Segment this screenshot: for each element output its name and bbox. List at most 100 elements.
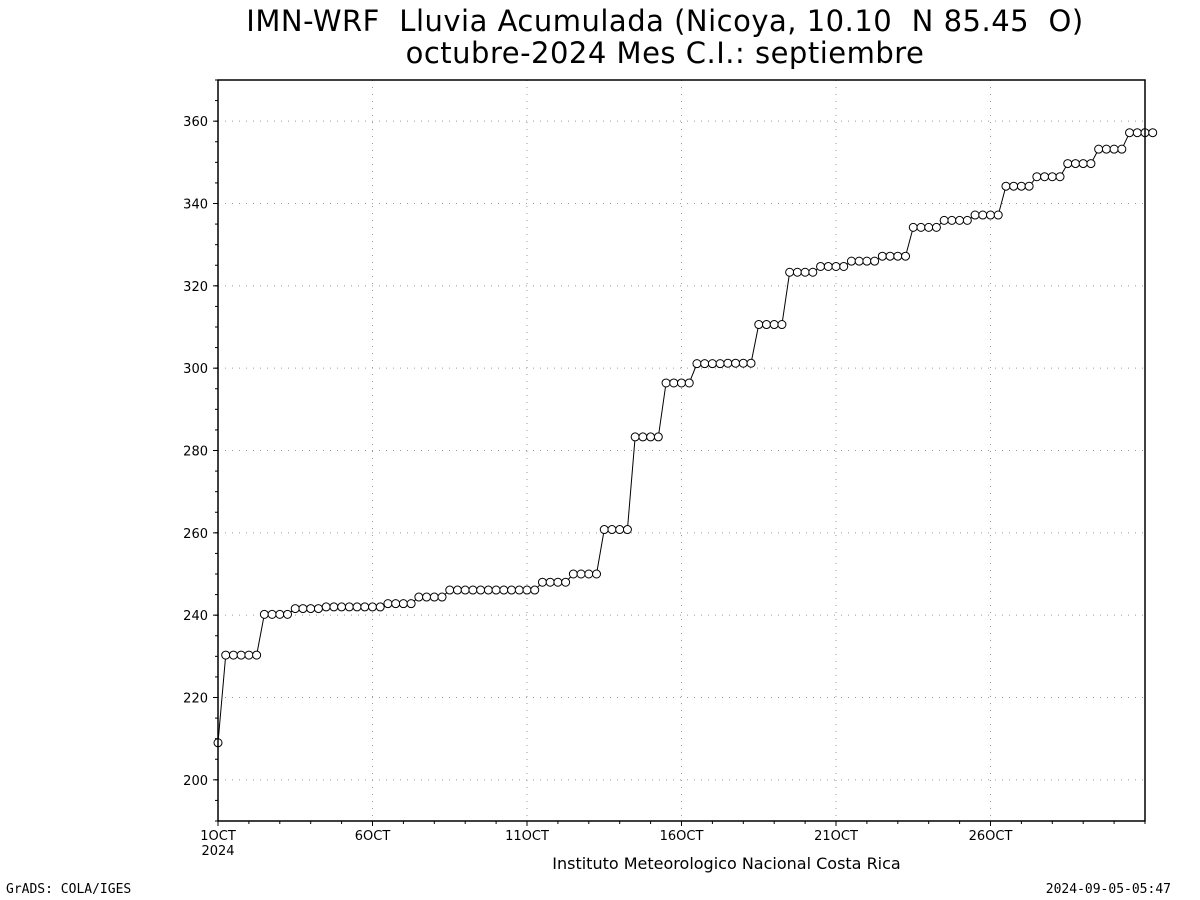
data-point xyxy=(924,222,934,232)
data-point xyxy=(329,602,339,612)
data-point xyxy=(599,525,609,535)
series-line xyxy=(217,132,1153,743)
data-point xyxy=(537,577,547,587)
data-point xyxy=(630,432,640,442)
y-tick-label: 300 xyxy=(183,362,208,377)
data-point xyxy=(414,592,424,602)
x-tick-label: 6OCT xyxy=(355,829,391,844)
data-point xyxy=(816,261,826,271)
data-point xyxy=(846,256,856,266)
data-point xyxy=(638,432,648,442)
data-point xyxy=(398,599,408,609)
data-point xyxy=(275,609,285,619)
x-axis-label: Instituto Meteorologico Nacional Costa R… xyxy=(552,854,900,873)
y-tick-label: 220 xyxy=(183,692,208,707)
data-point xyxy=(986,210,995,220)
data-point xyxy=(1047,172,1057,182)
data-point xyxy=(908,222,918,232)
data-point xyxy=(916,222,926,232)
data-point xyxy=(993,210,1003,220)
data-point xyxy=(761,320,771,330)
data-point xyxy=(839,261,849,271)
data-point xyxy=(622,525,632,535)
data-point xyxy=(746,358,756,368)
data-point xyxy=(290,604,300,614)
data-point xyxy=(1016,181,1026,191)
data-point xyxy=(476,585,486,595)
data-point xyxy=(568,569,578,579)
data-point xyxy=(491,585,501,595)
data-point xyxy=(321,602,331,612)
data-point xyxy=(344,602,354,612)
data-point xyxy=(885,251,895,261)
data-point xyxy=(437,592,447,602)
data-point xyxy=(939,215,949,225)
data-point xyxy=(313,604,323,614)
data-point xyxy=(368,602,377,612)
y-tick-label: 240 xyxy=(183,609,208,624)
data-point xyxy=(978,210,988,220)
data-point xyxy=(615,525,625,535)
data-point xyxy=(677,378,686,388)
data-point xyxy=(723,358,733,368)
data-point xyxy=(1040,172,1050,182)
data-point xyxy=(584,569,594,579)
x-tick-label: 26OCT xyxy=(969,829,1013,844)
data-point xyxy=(1132,128,1142,138)
data-point xyxy=(244,650,254,660)
data-point xyxy=(684,378,694,388)
data-point xyxy=(692,359,702,369)
data-point xyxy=(530,585,540,595)
x-tick-label: 11OCT xyxy=(505,829,549,844)
data-point xyxy=(661,378,671,388)
data-point xyxy=(1086,159,1096,169)
data-point xyxy=(1101,144,1111,154)
data-point xyxy=(1117,144,1127,154)
data-point xyxy=(854,256,864,266)
footer-timestamp: 2024-09-05-05:47 xyxy=(1045,882,1171,897)
data-point xyxy=(731,358,741,368)
y-tick-label: 360 xyxy=(183,115,208,130)
data-point xyxy=(1024,181,1034,191)
data-point xyxy=(1094,144,1104,154)
data-point xyxy=(228,650,238,660)
data-point xyxy=(700,359,710,369)
data-point xyxy=(669,378,679,388)
data-point xyxy=(406,599,416,609)
data-point xyxy=(1148,128,1158,138)
data-point xyxy=(823,261,833,271)
data-point xyxy=(561,577,571,587)
y-tick-label: 320 xyxy=(183,280,208,295)
data-point xyxy=(391,599,401,609)
data-point xyxy=(252,650,262,660)
data-point xyxy=(1032,172,1042,182)
data-point xyxy=(955,215,965,225)
data-point xyxy=(1109,144,1119,154)
data-point xyxy=(460,585,470,595)
data-point xyxy=(507,585,517,595)
data-point xyxy=(445,585,455,595)
data-point xyxy=(754,320,764,330)
chart-title: IMN-WRF Lluvia Acumulada (Nicoya, 10.10 … xyxy=(246,4,1084,38)
y-tick-label: 260 xyxy=(183,527,208,542)
data-point xyxy=(947,215,957,225)
chart-subtitle: octubre-2024 Mes C.I.: septiembre xyxy=(405,36,925,70)
x-tick-label: 1OCT xyxy=(200,829,236,844)
data-point xyxy=(893,251,903,261)
data-point xyxy=(483,585,493,595)
data-point xyxy=(422,592,432,602)
data-point xyxy=(962,215,972,225)
data-point xyxy=(360,602,370,612)
data-point xyxy=(337,602,347,612)
y-tick-label: 280 xyxy=(183,445,208,460)
data-point xyxy=(1125,128,1135,138)
data-point xyxy=(792,267,802,277)
data-point xyxy=(870,256,880,266)
data-point xyxy=(375,602,385,612)
data-point xyxy=(452,585,462,595)
data-point xyxy=(499,585,509,595)
data-point xyxy=(221,650,231,660)
data-point xyxy=(1070,159,1080,169)
data-point xyxy=(901,251,911,261)
